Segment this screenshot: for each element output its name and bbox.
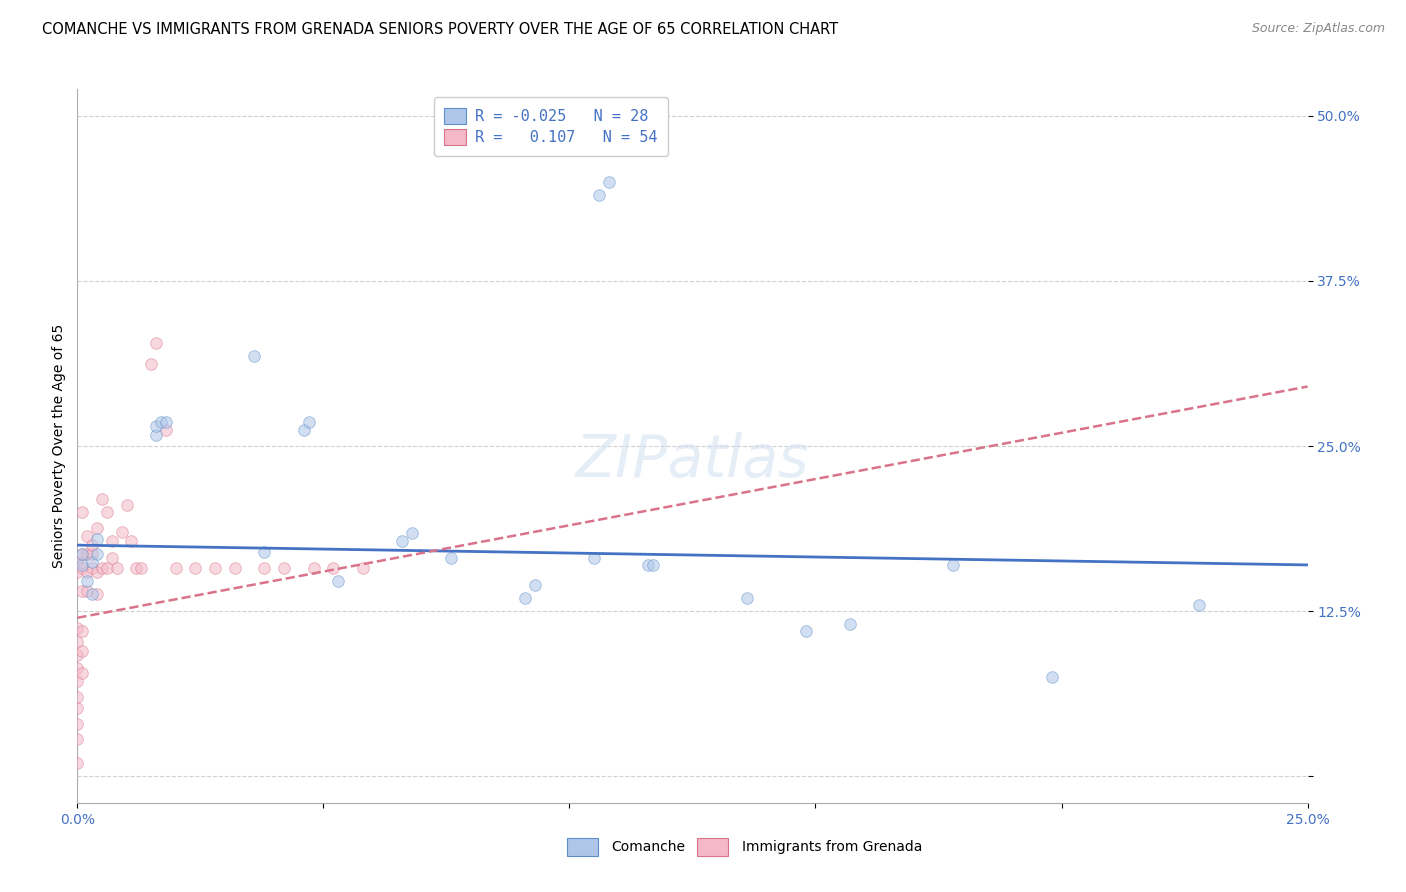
Point	[292, 423, 315, 437]
Point	[90, 491, 114, 506]
Point	[66, 555, 89, 569]
Point	[141, 357, 163, 371]
Point	[129, 560, 153, 574]
Point	[204, 560, 226, 574]
Text: ZIPatlas: ZIPatlas	[575, 432, 810, 489]
Point	[184, 560, 207, 574]
Text: COMANCHE VS IMMIGRANTS FROM GRENADA SENIORS POVERTY OVER THE AGE OF 65 CORRELATI: COMANCHE VS IMMIGRANTS FROM GRENADA SENI…	[42, 22, 838, 37]
Point	[588, 188, 610, 202]
Point	[82, 547, 104, 561]
Point	[66, 674, 89, 689]
Point	[401, 526, 423, 541]
Point	[101, 551, 124, 566]
Point	[101, 534, 124, 549]
Point	[326, 574, 350, 588]
Text: Comanche: Comanche	[612, 839, 686, 854]
Point	[224, 560, 246, 574]
Point	[82, 560, 104, 574]
Point	[70, 624, 93, 638]
Point	[352, 560, 374, 574]
Point	[643, 558, 665, 572]
Point	[598, 175, 620, 189]
Point	[76, 529, 98, 543]
Point	[76, 584, 98, 599]
Point	[90, 560, 114, 574]
Point	[391, 534, 413, 549]
Point	[76, 565, 98, 579]
Point	[66, 690, 89, 704]
Point	[66, 716, 89, 731]
Point	[794, 624, 817, 638]
Point	[243, 349, 266, 363]
Point	[82, 538, 104, 552]
Point	[70, 644, 93, 658]
Point	[70, 505, 93, 519]
Point	[145, 335, 167, 350]
Point	[86, 587, 108, 601]
Point	[1188, 598, 1211, 612]
Point	[253, 560, 276, 574]
Point	[839, 617, 862, 632]
Point	[76, 574, 98, 588]
Point	[66, 634, 89, 648]
Point	[322, 560, 344, 574]
Point	[66, 565, 89, 579]
Point	[637, 558, 659, 572]
Point	[115, 499, 138, 513]
Point	[1040, 670, 1063, 684]
Point	[82, 587, 104, 601]
Point	[273, 560, 295, 574]
Point	[253, 545, 276, 559]
Point	[155, 423, 177, 437]
Point	[76, 547, 98, 561]
Point	[96, 505, 118, 519]
Point	[145, 419, 167, 434]
Point	[82, 555, 104, 569]
Point	[735, 591, 758, 605]
Point	[66, 648, 89, 662]
Point	[66, 700, 89, 714]
Y-axis label: Seniors Poverty Over the Age of 65: Seniors Poverty Over the Age of 65	[52, 324, 66, 568]
Text: Source: ZipAtlas.com: Source: ZipAtlas.com	[1251, 22, 1385, 36]
Point	[155, 415, 177, 429]
Point	[70, 547, 93, 561]
Point	[66, 756, 89, 771]
Point	[86, 521, 108, 535]
Point	[440, 551, 463, 566]
Point	[70, 547, 93, 561]
Point	[583, 551, 606, 566]
Point	[66, 661, 89, 675]
Point	[150, 415, 173, 429]
Text: Immigrants from Grenada: Immigrants from Grenada	[742, 839, 922, 854]
Point	[70, 666, 93, 681]
Point	[86, 565, 108, 579]
Point	[86, 547, 108, 561]
Point	[302, 560, 325, 574]
Point	[165, 560, 187, 574]
Point	[96, 560, 118, 574]
Point	[70, 558, 93, 572]
Point	[125, 560, 148, 574]
Point	[66, 732, 89, 747]
Legend: R = -0.025   N = 28, R =   0.107   N = 54: R = -0.025 N = 28, R = 0.107 N = 54	[434, 97, 668, 156]
Point	[942, 558, 965, 572]
Point	[70, 560, 93, 574]
Point	[298, 415, 321, 429]
Point	[524, 578, 547, 592]
Point	[105, 560, 128, 574]
Point	[86, 532, 108, 546]
Point	[111, 524, 132, 539]
Point	[515, 591, 537, 605]
Point	[145, 428, 167, 442]
Point	[121, 534, 143, 549]
Point	[66, 621, 89, 635]
Point	[70, 584, 93, 599]
